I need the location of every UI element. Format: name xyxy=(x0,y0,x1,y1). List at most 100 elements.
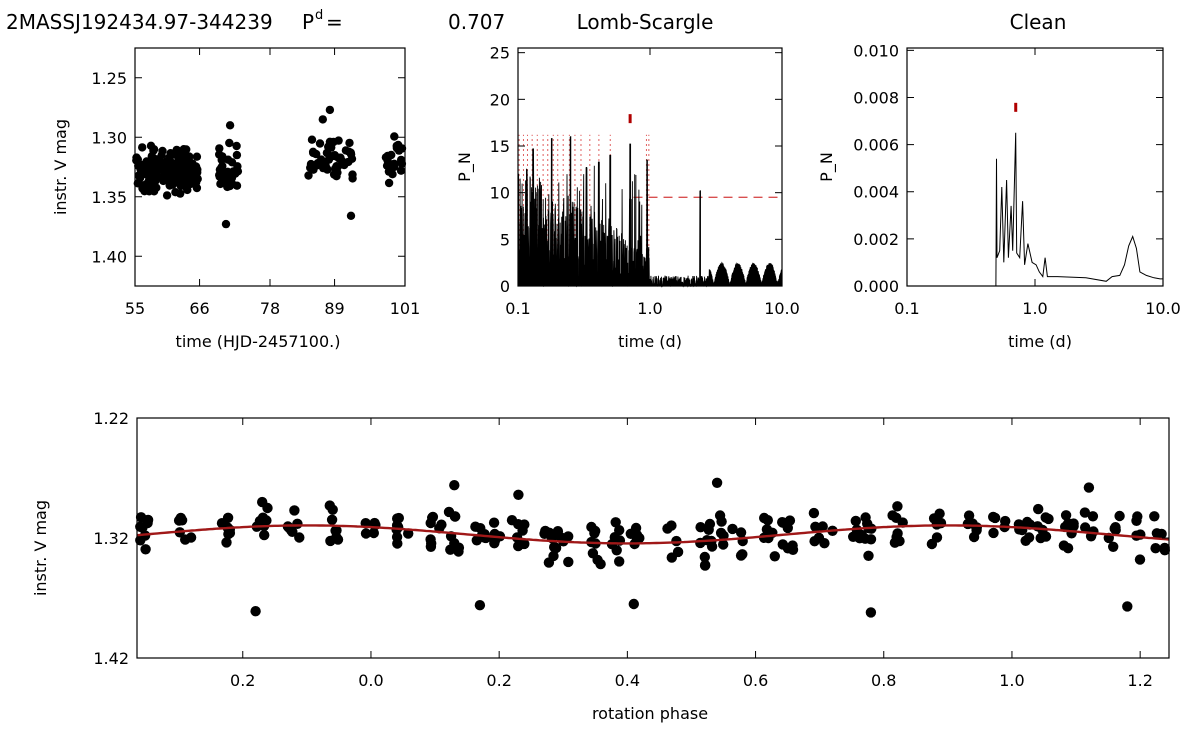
clean-xtick-label: 1.0 xyxy=(1022,299,1047,318)
lightcurve-point xyxy=(171,188,180,197)
lightcurve-point xyxy=(186,179,195,189)
phase-point xyxy=(759,512,770,524)
phase-xtick-label: 0.4 xyxy=(615,671,640,690)
phase-point xyxy=(699,560,711,571)
phase-point xyxy=(1060,510,1072,521)
lightcurve-point xyxy=(344,157,353,167)
lightcurve-xlabel: time (HJD-2457100.) xyxy=(176,332,341,351)
lightcurve-point xyxy=(165,181,174,190)
phase-point xyxy=(324,500,335,511)
lightcurve-point xyxy=(390,132,399,141)
phase-xlabel: rotation phase xyxy=(592,704,708,723)
lomb-scargle-xtick-label: 10.0 xyxy=(764,299,800,318)
lightcurve-ytick-label: 1.25 xyxy=(91,69,127,88)
lightcurve-xtick-label: 66 xyxy=(189,299,209,318)
phase-point xyxy=(1063,518,1074,529)
lightcurve-point xyxy=(318,115,327,124)
lightcurve-point xyxy=(334,154,343,163)
period-label: P xyxy=(302,10,314,34)
phase-point xyxy=(360,528,372,539)
phase-point xyxy=(1156,528,1167,540)
phase-point xyxy=(718,539,729,550)
phase-point xyxy=(813,532,825,543)
lightcurve-point xyxy=(309,165,318,174)
phase-point xyxy=(737,549,748,560)
panel-clean: Clean 0.1 1.0 10.0 0.000 0.002 0.004 0.006 0.00… xyxy=(817,10,1181,351)
phase-point xyxy=(449,480,460,491)
lightcurve-point xyxy=(227,179,236,188)
lightcurve-point xyxy=(166,149,175,158)
phase-point xyxy=(1020,535,1031,546)
lomb-scargle-title: Lomb-Scargle xyxy=(577,10,714,34)
clean-ytick-label: 0.006 xyxy=(853,136,899,155)
phase-point xyxy=(628,598,639,610)
lightcurve-point xyxy=(187,170,196,179)
clean-ytick-label: 0.004 xyxy=(853,183,899,202)
phase-point xyxy=(1062,543,1074,554)
lightcurve-point xyxy=(162,191,172,200)
phase-point xyxy=(662,523,673,534)
phase-point xyxy=(892,501,903,512)
lightcurve-point xyxy=(331,167,340,177)
lightcurve-point xyxy=(315,139,325,148)
phase-point xyxy=(470,521,481,532)
phase-point xyxy=(1159,545,1171,556)
phase-point xyxy=(1083,482,1095,493)
lightcurve-point xyxy=(317,157,326,167)
lightcurve-point xyxy=(304,171,313,180)
phase-point xyxy=(142,517,153,529)
clean-spectrum xyxy=(995,132,1163,287)
phase-point xyxy=(934,508,945,519)
lightcurve-point xyxy=(161,160,170,169)
lightcurve-point xyxy=(225,121,235,130)
panel-lightcurve: 55 66 78 89 101 1.25 1.30 1.35 1.40 time (HJD-24… xyxy=(51,47,421,351)
clean-xtick-label: 10.0 xyxy=(1145,299,1181,318)
lightcurve-point xyxy=(149,185,159,194)
phase-point xyxy=(552,526,564,537)
lightcurve-point xyxy=(181,164,190,173)
phase-xtick-label: 0.2 xyxy=(486,671,511,690)
phase-point xyxy=(1087,511,1099,522)
phase-point xyxy=(1132,511,1143,522)
phase-point xyxy=(513,489,524,500)
phase-point xyxy=(808,507,820,519)
phase-point xyxy=(695,522,706,533)
clean-ytick-label: 0.000 xyxy=(853,277,899,296)
phase-point xyxy=(185,532,197,543)
lightcurve-point xyxy=(216,179,225,189)
phase-point xyxy=(392,538,403,549)
phase-point xyxy=(672,546,684,558)
phase-point xyxy=(727,523,738,535)
phase-point xyxy=(224,527,236,539)
clean-frame xyxy=(906,47,1164,287)
phase-point xyxy=(1114,510,1125,522)
panel-lomb-scargle: Lomb-Scargle 0.1 1.0 10.0 0 5 10 15 20 25 time (… xyxy=(455,10,800,351)
lomb-scargle-ytick-label: 20 xyxy=(490,90,510,109)
phase-point xyxy=(519,519,530,530)
phase-point xyxy=(519,538,530,550)
phase-point xyxy=(860,533,871,544)
phase-fit-curve xyxy=(136,524,1170,545)
phase-point xyxy=(968,531,980,543)
phase-point xyxy=(769,551,780,562)
phase-point xyxy=(540,525,551,537)
phase-point xyxy=(711,477,723,488)
lightcurve-point xyxy=(218,153,227,162)
phase-point xyxy=(1110,524,1121,536)
period-equals: = xyxy=(326,10,343,34)
phase-point xyxy=(817,521,828,532)
phase-point xyxy=(988,527,999,539)
lightcurve-point xyxy=(232,150,242,160)
phase-point xyxy=(592,554,603,566)
lightcurve-point xyxy=(384,167,394,176)
clean-title: Clean xyxy=(1010,10,1067,34)
lightcurve-point xyxy=(394,146,404,155)
lightcurve-point xyxy=(232,141,241,151)
lightcurve-ytick-label: 1.35 xyxy=(91,188,127,207)
phase-point xyxy=(1079,507,1091,518)
lightcurve-xtick-label: 101 xyxy=(390,299,421,318)
lightcurve-point xyxy=(348,170,357,179)
lightcurve-point xyxy=(225,138,234,148)
lightcurve-point xyxy=(221,219,231,229)
phase-xtick-label: 0.8 xyxy=(871,671,896,690)
